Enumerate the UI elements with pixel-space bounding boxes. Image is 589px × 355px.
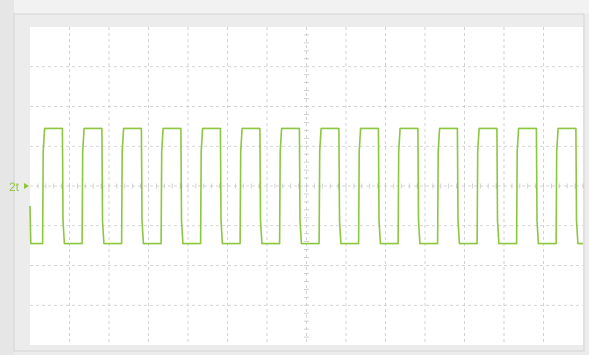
left-edge-strip: [0, 0, 14, 355]
waveform-trace: [29, 127, 583, 245]
channel-marker[interactable]: 2t: [9, 180, 29, 194]
channel-marker-label: 2t: [9, 180, 20, 194]
channel-marker-arrow-icon: [24, 183, 29, 189]
top-edge-strip: [14, 0, 589, 14]
inner-frame: [13, 13, 585, 352]
center-axes: [37, 34, 584, 338]
